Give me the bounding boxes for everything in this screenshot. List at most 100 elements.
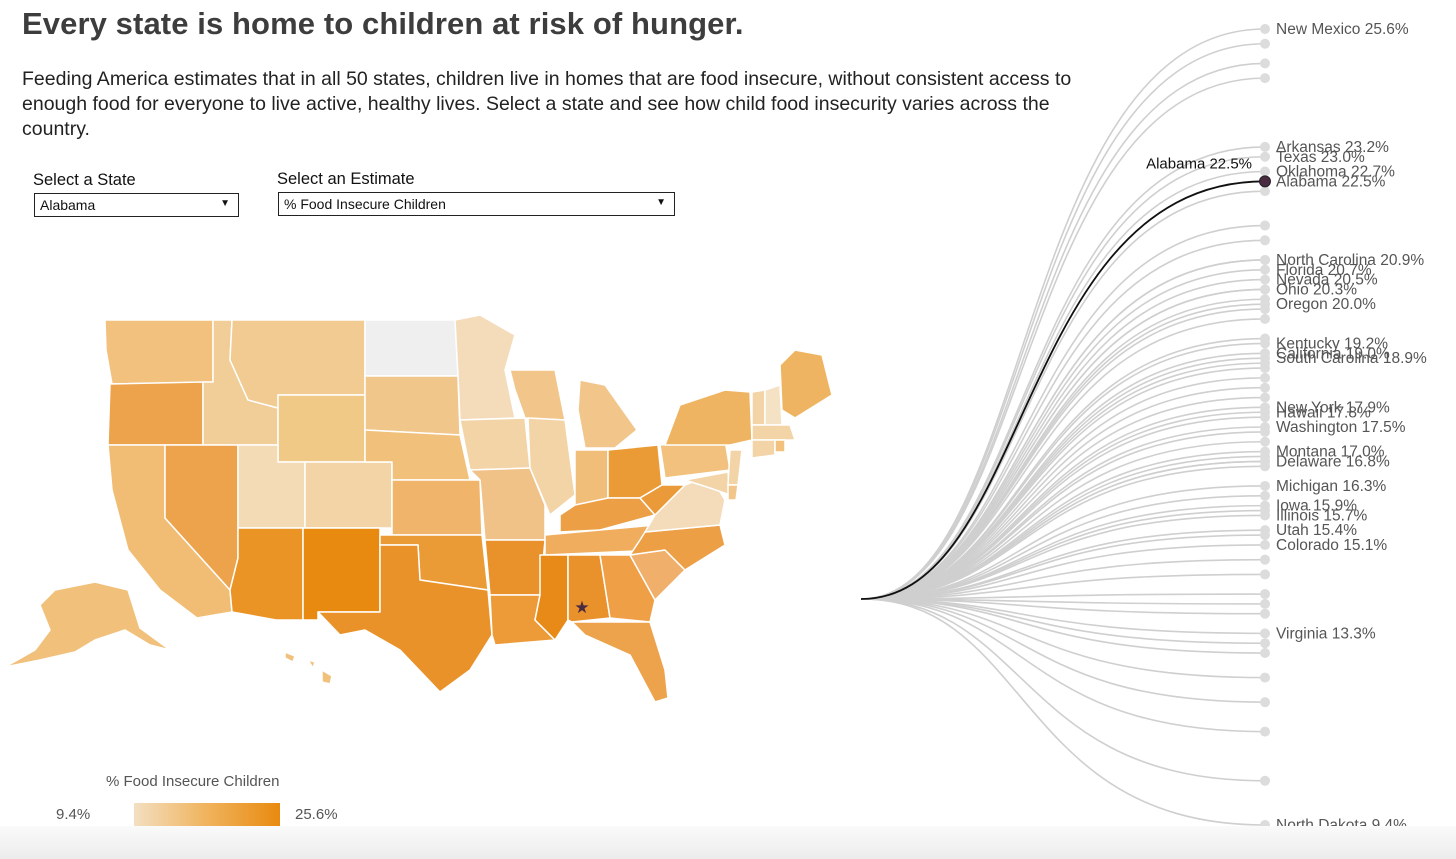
state-alaska[interactable] (4, 581, 171, 668)
state-line[interactable] (860, 62, 1266, 600)
state-point[interactable] (1260, 73, 1270, 84)
state-point[interactable] (1260, 264, 1270, 275)
state-point[interactable] (1260, 598, 1270, 609)
state-point[interactable] (1260, 775, 1270, 786)
state-label: North Carolina 20.9% (1276, 252, 1424, 269)
legend-min: 9.4% (56, 806, 91, 823)
state-virginia[interactable] (644, 474, 726, 533)
state-point[interactable] (1260, 274, 1270, 285)
state-point[interactable] (1260, 141, 1270, 152)
state-point[interactable] (1260, 648, 1270, 659)
state-line[interactable] (860, 598, 1266, 679)
selected-state-point[interactable] (1259, 175, 1271, 188)
state-label: Florida 20.7% (1276, 262, 1372, 279)
state-point[interactable] (1260, 372, 1270, 383)
state-point[interactable] (1260, 284, 1270, 295)
state-point[interactable] (1260, 422, 1270, 432)
state-line[interactable] (860, 598, 1266, 635)
state-point[interactable] (1260, 392, 1270, 403)
estimate-select-value: % Food Insecure Children (284, 196, 446, 212)
state-point[interactable] (1260, 525, 1270, 536)
state-alabama[interactable] (567, 554, 611, 623)
state-minnesota[interactable] (454, 314, 516, 421)
state-point[interactable] (1260, 608, 1270, 619)
state-point[interactable] (1260, 672, 1270, 683)
state-point[interactable] (1260, 436, 1270, 447)
state-line[interactable] (860, 303, 1266, 600)
state-point[interactable] (1260, 382, 1270, 393)
state-line[interactable] (860, 426, 1266, 600)
selected-state-line[interactable] (860, 180, 1266, 600)
state-point[interactable] (1260, 254, 1270, 265)
state-point[interactable] (1260, 697, 1270, 708)
state-illinois[interactable] (527, 417, 576, 516)
state-delaware[interactable] (727, 484, 739, 501)
state-line[interactable] (860, 598, 1266, 733)
state-line[interactable] (860, 598, 1266, 782)
state-point[interactable] (1260, 338, 1270, 349)
state-point[interactable] (1260, 166, 1270, 177)
state-line[interactable] (860, 190, 1266, 600)
state-point[interactable] (1260, 638, 1270, 649)
state-select[interactable]: Alabama ▼ (34, 193, 239, 217)
state-line[interactable] (860, 42, 1266, 600)
state-point[interactable] (1260, 313, 1270, 324)
state-line[interactable] (860, 155, 1266, 600)
state-point[interactable] (1260, 539, 1270, 550)
state-point[interactable] (1260, 490, 1270, 501)
state-point[interactable] (1260, 235, 1270, 246)
state-line[interactable] (860, 77, 1266, 600)
state-line[interactable] (860, 598, 1266, 826)
state-point[interactable] (1260, 24, 1270, 34)
state-point[interactable] (1260, 569, 1270, 580)
state-point[interactable] (1260, 628, 1270, 639)
state-line[interactable] (860, 411, 1266, 600)
state-line[interactable] (860, 598, 1266, 703)
state-point[interactable] (1260, 186, 1270, 197)
state-line[interactable] (860, 573, 1266, 600)
state-line[interactable] (860, 598, 1266, 654)
state-massachusetts[interactable] (751, 424, 796, 441)
chevron-down-icon: ▼ (220, 198, 230, 209)
state-line[interactable] (860, 278, 1266, 600)
state-point[interactable] (1260, 446, 1270, 457)
estimate-select[interactable]: % Food Insecure Children ▼ (278, 192, 675, 216)
state-point[interactable] (1260, 58, 1270, 69)
state-point[interactable] (1260, 38, 1270, 49)
state-michigan[interactable] (577, 379, 638, 449)
state-line[interactable] (860, 485, 1266, 600)
state-hawaii[interactable] (284, 651, 333, 685)
state-point[interactable] (1260, 554, 1270, 565)
state-point[interactable] (1260, 151, 1270, 162)
state-point[interactable] (1260, 363, 1270, 374)
state-point[interactable] (1260, 480, 1270, 491)
state-line[interactable] (860, 460, 1266, 600)
state-point[interactable] (1260, 353, 1270, 364)
state-maine[interactable] (779, 349, 833, 419)
state-line[interactable] (860, 28, 1266, 600)
state-point[interactable] (1260, 726, 1270, 737)
state-point[interactable] (1260, 589, 1270, 600)
state-florida[interactable] (571, 621, 669, 703)
state-line[interactable] (860, 170, 1266, 600)
state-connecticut[interactable] (751, 439, 776, 459)
state-label: Colorado 15.1% (1276, 537, 1387, 554)
state-rhode-island[interactable] (774, 439, 786, 453)
state-point[interactable] (1260, 500, 1270, 511)
state-line[interactable] (860, 544, 1266, 600)
state-point[interactable] (1260, 456, 1270, 467)
legend-gradient (134, 803, 280, 827)
legend-title: % Food Insecure Children (106, 773, 280, 790)
state-point[interactable] (1260, 299, 1270, 310)
state-georgia[interactable] (599, 554, 656, 623)
state-line[interactable] (860, 362, 1266, 600)
state-north-carolina[interactable] (629, 524, 726, 571)
state-line[interactable] (860, 357, 1266, 600)
state-point[interactable] (1260, 407, 1270, 418)
state-point[interactable] (1260, 510, 1270, 521)
state-label: South Carolina 18.9% (1276, 350, 1427, 367)
state-texas[interactable] (317, 544, 493, 693)
state-point[interactable] (1260, 220, 1270, 231)
state-line[interactable] (860, 598, 1266, 615)
state-label: New Mexico 25.6% (1276, 21, 1409, 38)
